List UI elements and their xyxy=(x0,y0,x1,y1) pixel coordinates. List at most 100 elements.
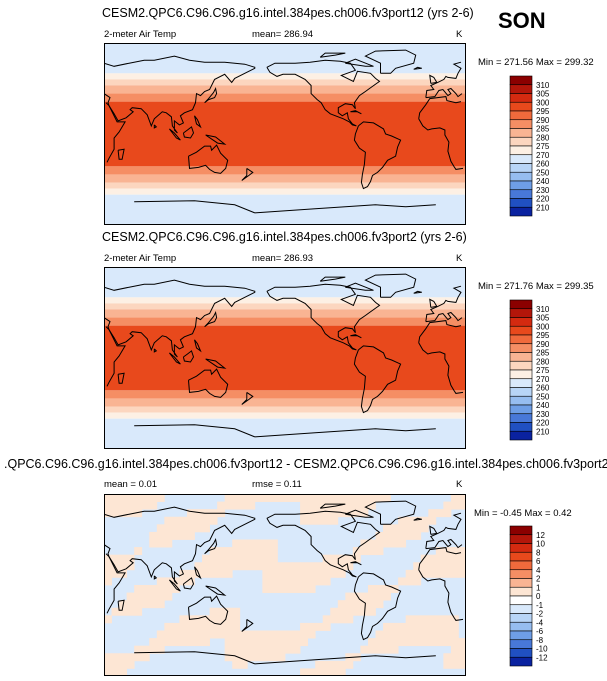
map-cell xyxy=(322,509,331,518)
map-cell xyxy=(413,569,422,578)
map-cell xyxy=(375,531,384,540)
coastline xyxy=(153,348,158,353)
colorbar-tick-label: 270 xyxy=(536,151,550,160)
map-cell xyxy=(315,622,324,631)
map-cell xyxy=(262,577,271,586)
map-cell xyxy=(156,524,165,533)
map-cell xyxy=(300,622,309,631)
map-cell xyxy=(292,638,301,647)
map-cell xyxy=(141,585,150,593)
map-cell xyxy=(254,562,263,571)
map-band xyxy=(104,406,466,413)
map-cell xyxy=(149,585,158,593)
map-cell xyxy=(458,547,466,556)
map-cell xyxy=(224,630,233,639)
map-cell xyxy=(337,615,346,624)
map-cell xyxy=(315,577,324,586)
colorbar-segment xyxy=(509,325,533,336)
map-cell xyxy=(209,615,218,624)
map-cell xyxy=(360,645,369,654)
map-cell xyxy=(134,494,143,502)
colorbar-tick-label: 280 xyxy=(536,357,550,366)
colorbar-tick-label: -10 xyxy=(536,645,548,654)
map-cell xyxy=(186,638,195,647)
coastline xyxy=(105,96,464,170)
colorbar-tick-label: 210 xyxy=(536,203,550,212)
map-cell xyxy=(104,577,112,586)
colorbar-segment xyxy=(509,299,533,310)
map-cell xyxy=(217,622,226,631)
colorbar-segment xyxy=(509,604,533,614)
map-cell xyxy=(367,547,376,556)
coastline xyxy=(134,200,436,214)
map-cell xyxy=(360,592,369,601)
map-cell xyxy=(383,531,391,540)
colorbar-tick-label: 280 xyxy=(536,133,550,142)
map-cell xyxy=(126,653,135,662)
map-cell xyxy=(345,615,354,624)
map-cell xyxy=(435,638,444,647)
map-cell xyxy=(285,585,293,593)
map-cell xyxy=(435,554,444,563)
map-cell xyxy=(420,524,429,533)
colorbar-tick-label: 285 xyxy=(536,349,550,358)
coastline xyxy=(188,144,229,174)
map-cell xyxy=(247,562,256,571)
map-cell xyxy=(277,653,286,662)
colorbar-segment xyxy=(509,551,533,562)
map-cell xyxy=(345,554,354,563)
map-cell xyxy=(202,638,210,647)
map-cell xyxy=(134,645,143,654)
map-cell xyxy=(300,494,309,502)
map-cell xyxy=(126,660,135,669)
map-cell xyxy=(232,653,241,662)
map-cell xyxy=(413,531,422,540)
coastline xyxy=(205,585,227,596)
colorbar-tick-label: -6 xyxy=(536,627,544,636)
map-cell xyxy=(330,494,339,502)
coastline xyxy=(182,577,195,590)
map-band xyxy=(104,325,466,391)
map-cell xyxy=(164,516,173,525)
map-cell xyxy=(360,501,369,510)
panel2-variable: 2-meter Air Temp xyxy=(104,253,177,264)
map-cell xyxy=(186,509,195,518)
map-cell xyxy=(224,638,233,647)
map-cell xyxy=(277,577,286,586)
map-band xyxy=(104,267,466,298)
map-cell xyxy=(300,516,309,525)
map-cell xyxy=(111,668,120,676)
panel3-map xyxy=(104,494,466,676)
map-cell xyxy=(352,554,361,563)
map-cell xyxy=(149,501,158,510)
map-cell xyxy=(315,494,324,502)
map-cell xyxy=(126,607,135,616)
coastline xyxy=(117,372,125,384)
map-band xyxy=(104,79,466,86)
map-cell xyxy=(458,653,466,662)
map-cell xyxy=(337,668,346,676)
map-cell xyxy=(330,607,339,616)
map-cell xyxy=(307,668,316,676)
map-cell xyxy=(224,562,233,571)
map-cell xyxy=(134,607,143,616)
map-cell xyxy=(186,524,195,533)
map-cell xyxy=(337,569,346,578)
map-cell xyxy=(307,569,316,578)
colorbar-segment xyxy=(509,360,533,371)
map-cell xyxy=(300,562,309,571)
map-cell xyxy=(262,554,271,563)
map-cell xyxy=(134,653,143,662)
map-cell xyxy=(458,638,466,647)
map-band xyxy=(104,412,466,419)
colorbar-tick-label: 285 xyxy=(536,125,550,134)
panel2-units: K xyxy=(456,253,463,264)
map-band xyxy=(104,101,466,167)
map-cell xyxy=(126,562,135,571)
map-cell xyxy=(300,585,309,593)
map-cell xyxy=(111,562,120,571)
coastline xyxy=(169,579,181,592)
colorbar-tick-label: 240 xyxy=(536,177,550,186)
map-cell xyxy=(119,660,128,669)
coastline xyxy=(364,49,417,74)
